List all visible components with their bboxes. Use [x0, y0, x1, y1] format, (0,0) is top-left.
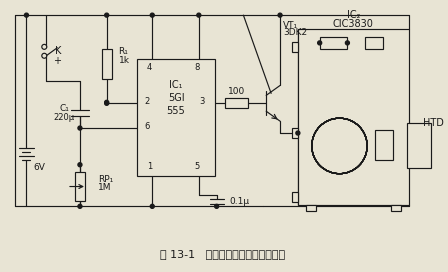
Circle shape: [312, 118, 367, 174]
Text: 6: 6: [145, 122, 150, 131]
Bar: [391, 205, 401, 211]
Text: 100: 100: [228, 87, 245, 96]
Circle shape: [105, 100, 109, 104]
Text: 1M: 1M: [98, 183, 111, 192]
Text: R₁: R₁: [119, 47, 129, 56]
Circle shape: [78, 204, 82, 208]
Text: +: +: [53, 56, 61, 66]
Bar: [292, 193, 298, 202]
Bar: [224, 98, 248, 108]
Text: 555: 555: [167, 106, 185, 116]
Bar: [407, 123, 431, 168]
Circle shape: [150, 204, 154, 208]
Bar: [298, 29, 409, 205]
Circle shape: [25, 13, 28, 17]
Circle shape: [345, 41, 349, 45]
Circle shape: [78, 126, 82, 130]
Circle shape: [105, 101, 109, 105]
Bar: [102, 49, 112, 79]
Text: 3DK2: 3DK2: [283, 29, 307, 38]
Circle shape: [42, 53, 47, 58]
Bar: [75, 172, 85, 201]
Bar: [320, 37, 347, 49]
Circle shape: [296, 131, 300, 135]
Text: 4: 4: [146, 63, 152, 72]
Circle shape: [42, 44, 47, 49]
Circle shape: [150, 13, 154, 17]
Text: 5GI: 5GI: [168, 93, 184, 103]
Text: 1: 1: [146, 162, 152, 171]
Bar: [365, 37, 383, 49]
Text: 2: 2: [145, 97, 150, 106]
Circle shape: [215, 204, 219, 208]
Text: K: K: [55, 46, 61, 56]
Text: 3: 3: [199, 97, 204, 106]
Text: 0.1μ: 0.1μ: [229, 197, 250, 206]
Bar: [292, 128, 298, 138]
Text: 5: 5: [194, 162, 199, 171]
Text: 6V: 6V: [34, 163, 45, 172]
Text: 图 13-1   冰箱关门提醒器电路（一）: 图 13-1 冰箱关门提醒器电路（一）: [160, 249, 285, 259]
Text: 220μ: 220μ: [53, 113, 75, 122]
Text: RP₁: RP₁: [98, 175, 113, 184]
Circle shape: [105, 13, 109, 17]
Bar: [306, 205, 316, 211]
Text: 1k: 1k: [119, 56, 129, 65]
Text: HTD: HTD: [423, 118, 444, 128]
Bar: [138, 59, 215, 176]
Circle shape: [318, 41, 322, 45]
Text: C₁: C₁: [59, 104, 69, 113]
Circle shape: [197, 13, 201, 17]
Circle shape: [78, 163, 82, 167]
Bar: [375, 130, 393, 160]
Text: CIC3830: CIC3830: [333, 19, 374, 29]
Bar: [292, 42, 298, 52]
Text: IC₁: IC₁: [169, 81, 183, 91]
Text: 8: 8: [194, 63, 199, 72]
Text: VT₁: VT₁: [283, 21, 298, 30]
Circle shape: [278, 13, 282, 17]
Text: IC₂: IC₂: [347, 10, 360, 20]
